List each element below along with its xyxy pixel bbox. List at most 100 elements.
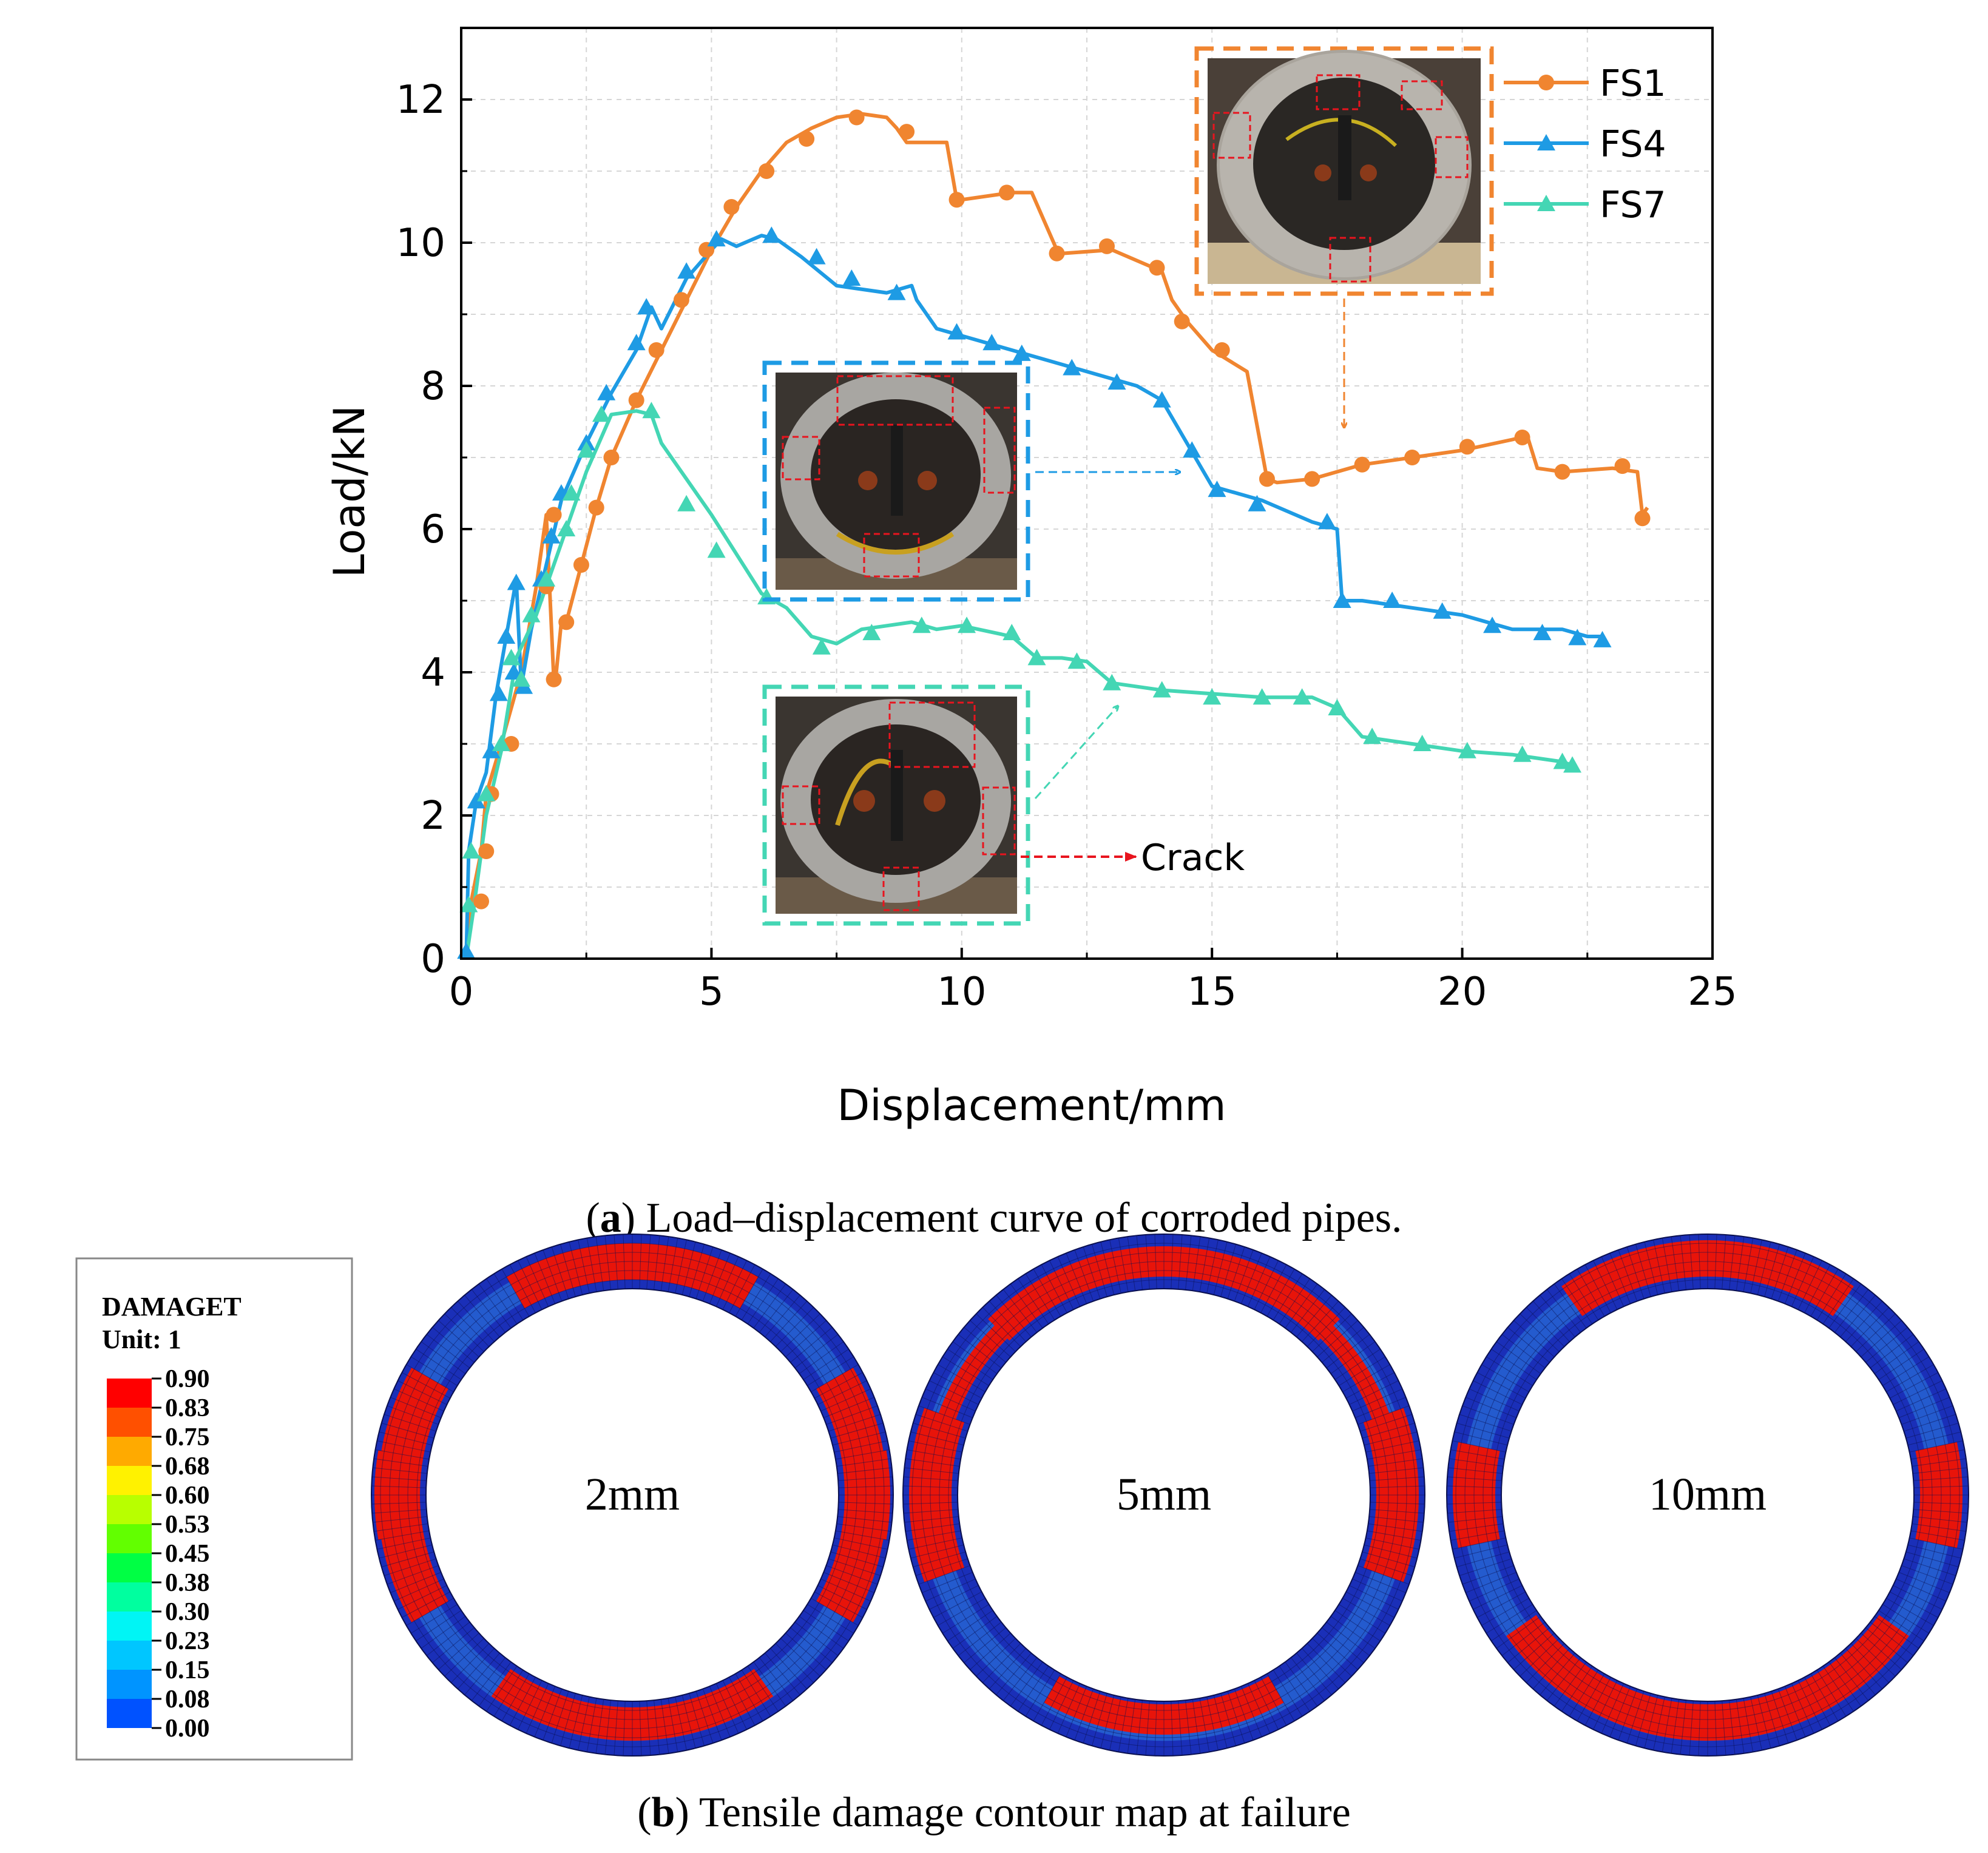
data-point-fs1: [759, 163, 775, 179]
colorbar-cell: [107, 1582, 152, 1612]
data-point-fs1: [546, 671, 562, 687]
data-point-fs4: [482, 741, 501, 758]
colorbar-label: 0.60: [165, 1482, 210, 1510]
data-point-fs1: [1304, 471, 1320, 487]
data-point-fs4: [457, 942, 476, 959]
data-point-fs1: [799, 130, 815, 147]
data-point-fs7: [1563, 756, 1582, 773]
data-point-fs1: [948, 192, 965, 208]
data-point-fs1: [1404, 450, 1421, 465]
data-point-fs7: [1413, 735, 1432, 751]
series-line-fs4: [464, 234, 1603, 959]
data-point-fs7: [577, 441, 596, 458]
mesh-circle: [1473, 1261, 1942, 1729]
x-tick-label: 0: [449, 970, 474, 1014]
data-point-fs7: [502, 649, 521, 666]
data-point-fs4: [1593, 630, 1612, 647]
colorbar-label: 0.15: [165, 1656, 210, 1684]
colorbar-cell: [107, 1466, 152, 1495]
data-point-fs1: [573, 557, 589, 573]
legend-label-fs4: FS4: [1600, 123, 1666, 166]
data-point-fs7: [462, 842, 481, 859]
data-point-fs4: [504, 663, 523, 680]
mesh-circle: [398, 1261, 867, 1729]
inset-photo-fs4: [762, 360, 1030, 602]
y-tick-label: 2: [421, 794, 445, 839]
colorbar-label: 0.68: [165, 1453, 210, 1480]
data-point-fs4: [507, 573, 526, 590]
legend-marker-fs7: [1537, 195, 1555, 211]
data-point-fs1: [848, 109, 865, 126]
legend-marker-fs4: [1537, 134, 1555, 150]
chart-legend: FS1 FS4 FS7: [1504, 62, 1666, 226]
data-point-fs7: [1002, 624, 1021, 641]
data-point-fs4: [1533, 624, 1552, 641]
data-point-fs1: [1259, 471, 1275, 487]
data-point-fs1: [588, 499, 604, 516]
mesh-circle: [948, 1279, 1380, 1711]
data-point-fs7: [477, 785, 496, 802]
legend-title: DAMAGET: [102, 1292, 242, 1321]
data-point-fs1: [1354, 456, 1370, 473]
data-point-fs4: [1333, 592, 1351, 608]
data-point-fs1: [603, 450, 620, 465]
data-point-fs4: [637, 298, 656, 315]
data-point-fs4: [1208, 481, 1226, 498]
data-point-fs7: [562, 484, 581, 501]
caption-a: (a) Load–displacement curve of corroded …: [586, 1195, 1402, 1241]
data-point-fs1: [1554, 464, 1570, 480]
data-point-fs1: [899, 124, 915, 140]
data-point-fs1: [558, 614, 575, 630]
x-tick-label: 5: [699, 970, 724, 1014]
colorbar-label: 0.08: [165, 1686, 210, 1713]
legend-label-fs1: FS1: [1600, 62, 1666, 105]
colorbar-cell: [107, 1524, 152, 1553]
caption-b: (b) Tensile damage contour map at failur…: [637, 1789, 1351, 1836]
mesh-circle: [380, 1243, 885, 1747]
colorbar-cell: [107, 1553, 152, 1582]
damage-contour-panel: DAMAGET Unit: 1 0.900.830.750.680.600.53…: [75, 1234, 1969, 1761]
colorbar-label: 0.45: [165, 1540, 210, 1568]
legend-unit: Unit: 1: [102, 1325, 181, 1354]
data-point-fs4: [467, 792, 485, 809]
data-point-fs1: [473, 893, 489, 910]
colorbar-label: 0.00: [165, 1715, 210, 1743]
data-point-fs4: [542, 527, 561, 544]
data-point-fs4: [1152, 391, 1171, 408]
ring-inner: [425, 1288, 839, 1702]
data-point-fs7: [677, 494, 696, 511]
data-point-fs7: [557, 520, 576, 536]
chart-ticks: [460, 98, 1714, 960]
caption-a-text: Load–displacement curve of corroded pipe…: [635, 1195, 1402, 1241]
data-point-fs7: [1363, 727, 1382, 744]
damage-band: [491, 1669, 774, 1741]
damage-band: [938, 1311, 1022, 1420]
data-point-fs4: [1317, 513, 1336, 530]
data-point-fs1: [673, 292, 689, 308]
damage-band: [1506, 1615, 1909, 1741]
colorbar-label: 0.23: [165, 1627, 210, 1655]
colorbar-cell: [107, 1670, 152, 1699]
data-point-fs1: [1149, 260, 1165, 276]
y-tick-label: 10: [396, 221, 445, 266]
mesh-circle: [1492, 1279, 1924, 1711]
caption-b-text: Tensile damage contour map at failure: [689, 1789, 1351, 1836]
data-point-fs4: [1433, 602, 1452, 619]
data-point-fs4: [947, 323, 966, 340]
ring-inner: [957, 1288, 1371, 1702]
data-point-fs1: [999, 184, 1015, 201]
contour-ring: 5mm: [902, 1234, 1425, 1757]
data-point-fs4: [707, 230, 726, 247]
data-point-fs7: [1328, 699, 1347, 715]
chart-markers: [457, 109, 1651, 959]
contour-rings: 2mm 5mm 10mm: [371, 1234, 1969, 1757]
data-point-fs7: [1553, 752, 1572, 769]
data-point-fs1: [723, 199, 740, 215]
data-point-fs1: [1049, 245, 1065, 262]
data-point-fs4: [1383, 592, 1402, 608]
colorbar-label: 0.38: [165, 1569, 210, 1597]
damage-band: [1306, 1311, 1390, 1420]
y-tick-label: 6: [421, 507, 445, 552]
data-point-fs4: [887, 283, 906, 300]
